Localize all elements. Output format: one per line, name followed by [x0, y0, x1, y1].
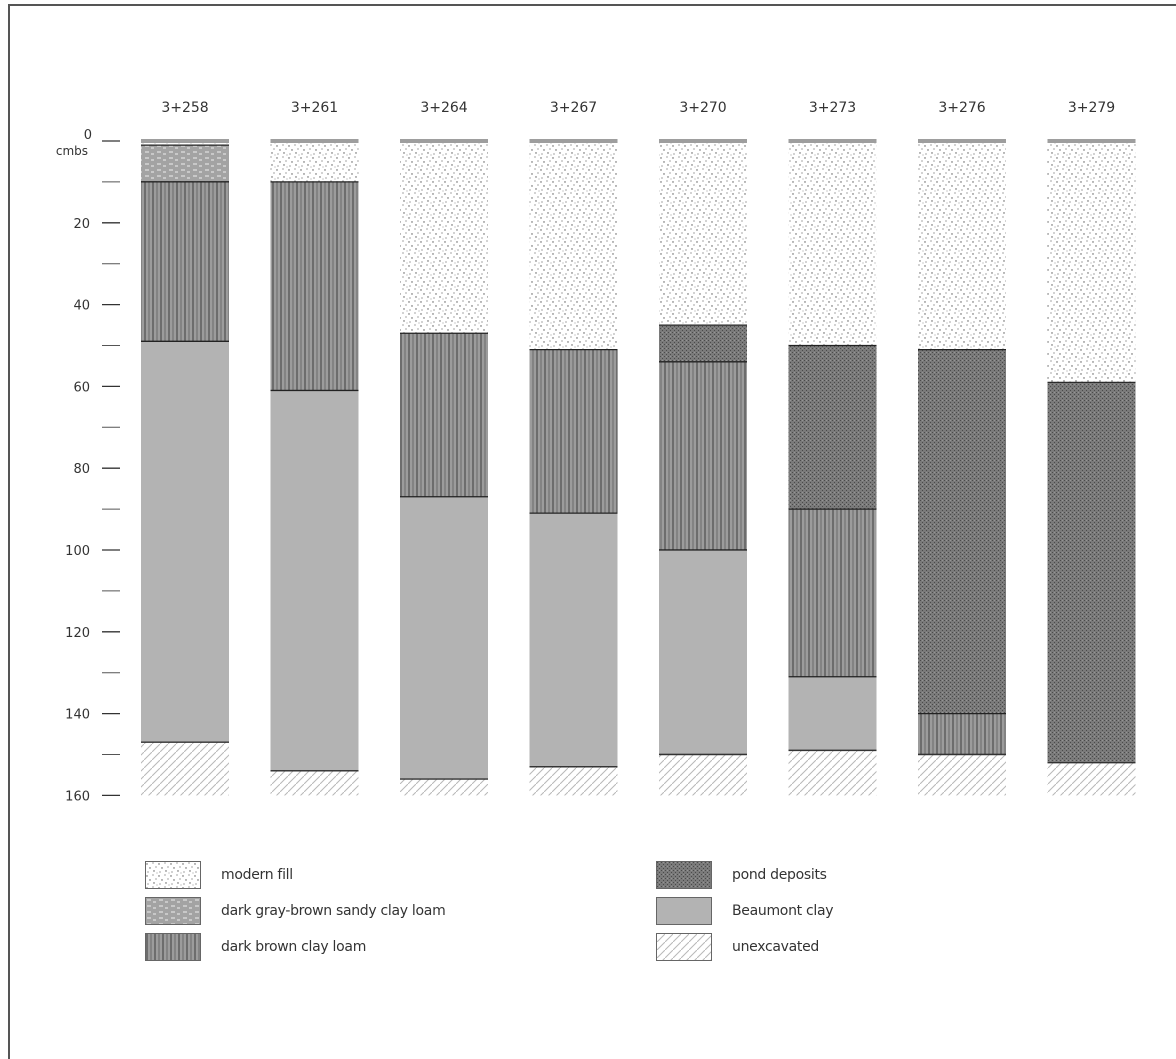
- layer-pond: [918, 349, 1006, 714]
- layer-pond: [788, 345, 877, 510]
- layer-unexcavated: [400, 779, 488, 796]
- y-tick-label: 60: [73, 380, 90, 395]
- y-tick-label: 100: [65, 544, 90, 559]
- column-label: 3+270: [679, 100, 726, 116]
- column-3+261: 3+261: [270, 100, 359, 796]
- column-label: 3+279: [1068, 100, 1115, 116]
- surface-cap: [141, 139, 229, 143]
- layer-darkbrown: [788, 509, 877, 677]
- surface-cap: [529, 139, 618, 143]
- column-3+273: 3+273: [788, 100, 877, 796]
- layer-modern: [529, 141, 618, 350]
- layer-modern: [270, 141, 359, 182]
- layer-beaumont: [659, 550, 747, 755]
- column-label: 3+276: [938, 100, 985, 116]
- surface-cap: [270, 139, 359, 143]
- layer-beaumont: [270, 390, 359, 771]
- y-tick-label: 20: [73, 217, 90, 232]
- surface-cap: [400, 139, 488, 143]
- column-3+264: 3+264: [400, 100, 488, 796]
- column-label: 3+258: [161, 100, 208, 116]
- y-tick-label: 40: [73, 299, 90, 314]
- y-tick-label: 0: [84, 128, 92, 143]
- y-tick-label: 160: [65, 789, 90, 804]
- columns-group: 3+258 3+261 3+264 3+267 3+270 3+273 3+276 3+279: [141, 100, 1136, 796]
- layer-unexcavated: [270, 770, 359, 796]
- layer-darkbrown: [400, 333, 488, 497]
- column-label: 3+273: [809, 100, 856, 116]
- layer-darkgray: [141, 145, 229, 182]
- layer-beaumont: [529, 513, 618, 767]
- layer-beaumont: [141, 341, 229, 743]
- y-tick-label: 140: [65, 708, 90, 723]
- layer-beaumont: [400, 496, 488, 780]
- surface-cap: [659, 139, 747, 143]
- layer-darkbrown: [918, 713, 1006, 755]
- figure-frame: [8, 4, 1176, 1059]
- layer-unexcavated: [529, 766, 618, 796]
- layer-modern: [1047, 141, 1136, 383]
- column-3+258: 3+258: [141, 100, 229, 796]
- layer-pond: [659, 325, 747, 362]
- column-3+267: 3+267: [529, 100, 618, 796]
- layer-pond: [1047, 382, 1136, 763]
- layer-unexcavated: [1047, 762, 1136, 796]
- y-tick-label: 80: [73, 462, 90, 477]
- layer-beaumont: [788, 676, 877, 751]
- layer-modern: [918, 141, 1006, 350]
- layer-darkbrown: [141, 181, 229, 342]
- column-label: 3+264: [420, 100, 467, 116]
- layer-modern: [659, 141, 747, 326]
- column-label: 3+261: [291, 100, 338, 116]
- column-3+276: 3+276: [918, 100, 1006, 796]
- layer-modern: [141, 141, 229, 146]
- column-3+279: 3+279: [1047, 100, 1136, 796]
- depth-axis: 0 20 40 60 80 100 120 140 160 cmbs: [56, 128, 120, 804]
- layer-modern: [400, 141, 488, 334]
- layer-darkbrown: [659, 361, 747, 550]
- column-3+270: 3+270: [659, 100, 747, 796]
- surface-cap: [788, 139, 877, 143]
- layer-darkbrown: [270, 181, 359, 391]
- layer-darkbrown: [529, 349, 618, 514]
- layer-unexcavated: [918, 754, 1006, 796]
- y-tick-label: 120: [65, 626, 90, 641]
- layer-unexcavated: [788, 750, 877, 796]
- layer-unexcavated: [141, 742, 229, 796]
- layer-modern: [788, 141, 877, 346]
- surface-cap: [918, 139, 1006, 143]
- surface-cap: [1047, 139, 1136, 143]
- layer-unexcavated: [659, 754, 747, 796]
- column-label: 3+267: [550, 100, 597, 116]
- depth-unit-label: cmbs: [56, 144, 88, 158]
